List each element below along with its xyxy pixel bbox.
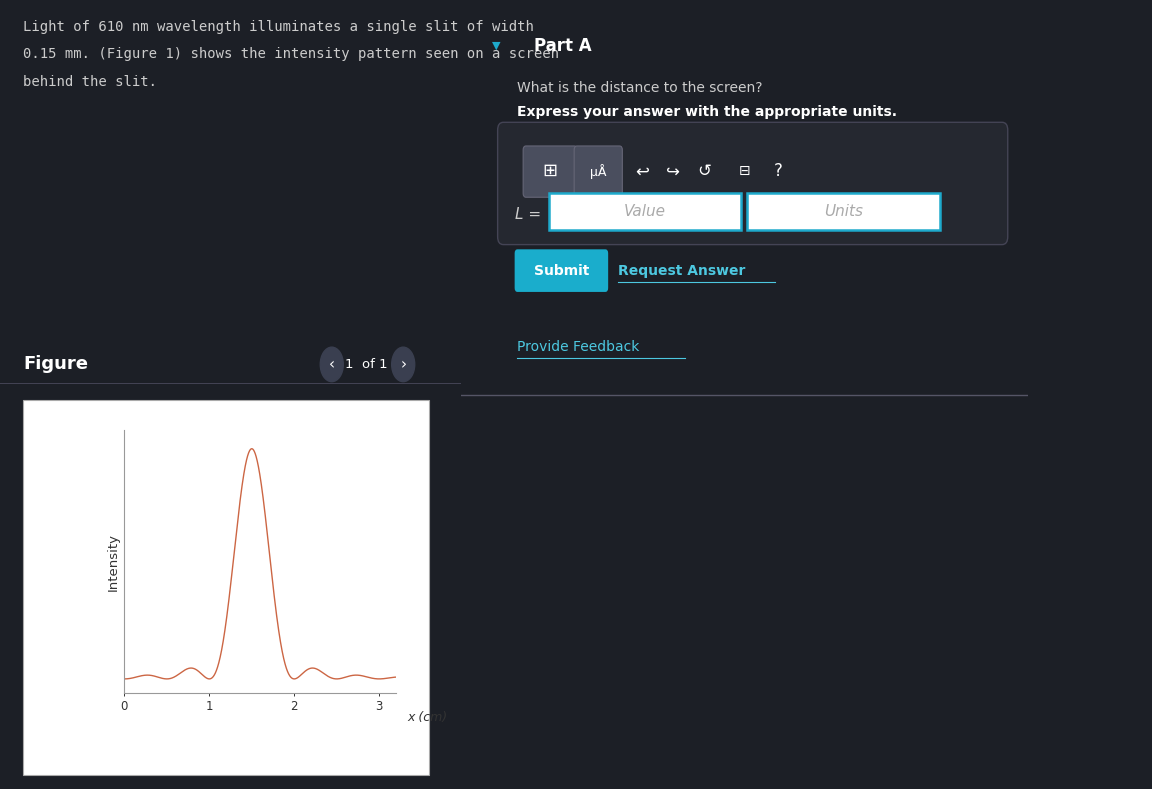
Text: ⊞: ⊞ bbox=[543, 163, 558, 180]
FancyBboxPatch shape bbox=[548, 193, 742, 230]
Text: ↩: ↩ bbox=[635, 163, 649, 180]
Text: 0.15 mm. (Figure 1) shows the intensity pattern seen on a screen: 0.15 mm. (Figure 1) shows the intensity … bbox=[23, 47, 559, 62]
Text: μÅ: μÅ bbox=[590, 164, 606, 178]
Text: ↪: ↪ bbox=[666, 163, 681, 180]
Circle shape bbox=[320, 347, 343, 382]
Text: Provide Feedback: Provide Feedback bbox=[517, 340, 639, 354]
FancyBboxPatch shape bbox=[574, 146, 622, 197]
Circle shape bbox=[392, 347, 415, 382]
Text: ?: ? bbox=[774, 163, 782, 180]
FancyBboxPatch shape bbox=[746, 193, 940, 230]
Text: ›: › bbox=[400, 357, 407, 372]
Text: L =: L = bbox=[515, 207, 540, 222]
Text: Units: Units bbox=[824, 204, 863, 219]
FancyBboxPatch shape bbox=[515, 249, 608, 292]
Text: ▼: ▼ bbox=[492, 41, 500, 50]
Text: Part A: Part A bbox=[535, 37, 592, 54]
Text: Figure: Figure bbox=[23, 355, 88, 372]
Text: ⊟: ⊟ bbox=[738, 164, 750, 178]
Text: ‹: ‹ bbox=[328, 357, 335, 372]
Text: 1  of 1: 1 of 1 bbox=[344, 358, 388, 371]
FancyBboxPatch shape bbox=[23, 400, 429, 775]
Text: behind the slit.: behind the slit. bbox=[23, 75, 157, 89]
Text: Value: Value bbox=[624, 204, 666, 219]
FancyBboxPatch shape bbox=[523, 146, 577, 197]
Text: Request Answer: Request Answer bbox=[619, 264, 745, 278]
Y-axis label: Intensity: Intensity bbox=[107, 533, 120, 590]
Text: ↺: ↺ bbox=[698, 163, 712, 180]
Text: Express your answer with the appropriate units.: Express your answer with the appropriate… bbox=[517, 105, 897, 119]
Text: What is the distance to the screen?: What is the distance to the screen? bbox=[517, 81, 763, 95]
Text: x (cm): x (cm) bbox=[407, 711, 447, 724]
Text: Submit: Submit bbox=[535, 264, 590, 278]
Text: Light of 610 nm wavelength illuminates a single slit of width: Light of 610 nm wavelength illuminates a… bbox=[23, 20, 533, 34]
FancyBboxPatch shape bbox=[498, 122, 1008, 245]
